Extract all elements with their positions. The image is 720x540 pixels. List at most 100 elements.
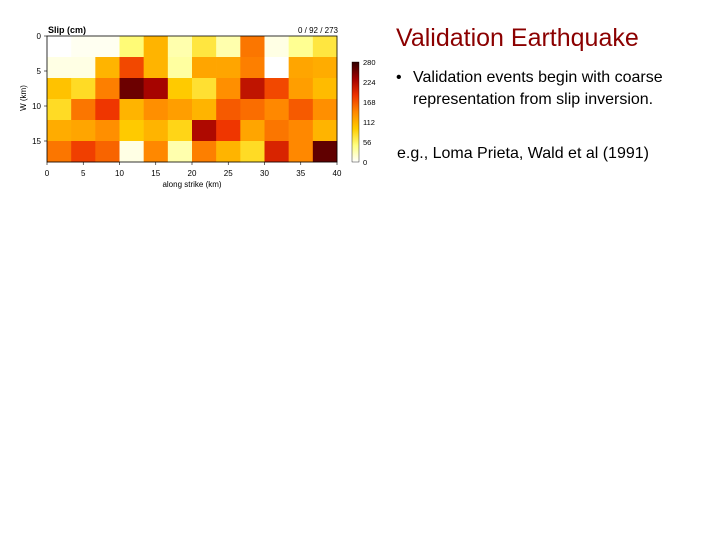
heatmap-cell (71, 141, 96, 163)
y-tick-label: 10 (32, 102, 41, 111)
heatmap-cell (95, 141, 120, 163)
heatmap-cell (119, 120, 144, 142)
heatmap-cell (71, 57, 96, 79)
heatmap-cell (240, 120, 265, 142)
bullet-marker: • (396, 69, 402, 86)
heatmap-cell (216, 141, 241, 163)
heatmap-cell (71, 99, 96, 121)
heatmap-cell (119, 99, 144, 121)
colorbar-tick-label: 224 (363, 78, 376, 87)
bullet-item: • Validation events begin with coarse re… (396, 67, 696, 111)
heatmap-cell (192, 57, 217, 79)
heatmap-cell (288, 78, 314, 100)
heatmap-cell (264, 36, 289, 58)
heatmap-cell (143, 57, 169, 79)
heatmap-cell (240, 78, 265, 100)
heatmap-cell (192, 99, 217, 121)
heatmap-cell (192, 36, 217, 58)
heatmap-cell (47, 57, 72, 79)
heatmap-cell (312, 36, 338, 58)
colorbar-tick-label: 0 (363, 158, 367, 167)
heatmap-cell (167, 141, 193, 163)
x-tick-label: 5 (81, 169, 86, 178)
heatmap-cell (264, 120, 289, 142)
heatmap-cell (95, 99, 120, 121)
heatmap-cell (312, 141, 338, 163)
heatmap-cell (288, 36, 314, 58)
y-axis-label: W (km) (19, 85, 28, 111)
heatmap-cell (47, 78, 72, 100)
heatmap-cell (95, 57, 120, 79)
heatmap-cell (71, 78, 96, 100)
heatmap-cell (143, 36, 169, 58)
x-tick-label: 15 (151, 169, 160, 178)
heatmap-cell (216, 36, 241, 58)
heatmap-cell (143, 99, 169, 121)
heatmap-cell (47, 141, 72, 163)
colorbar (351, 61, 360, 163)
y-tick-label: 5 (37, 67, 42, 76)
heatmap-cell (312, 99, 338, 121)
x-tick-label: 35 (296, 169, 305, 178)
slip-heatmap-chart: Slip (cm) 0 / 92 / 273 0 5 10 15 20 25 30 35 40 … (19, 25, 376, 189)
chart-range-label: 0 / 92 / 273 (298, 26, 339, 35)
heatmap-cell (167, 120, 193, 142)
chart-title: Slip (cm) (48, 25, 86, 35)
heatmap-cell (312, 57, 338, 79)
heatmap-cell (47, 99, 72, 121)
heatmap-cell (143, 141, 169, 163)
heatmap-cell (288, 120, 314, 142)
heatmap-cell (288, 141, 314, 163)
heatmap-cell (119, 36, 144, 58)
x-tick-label: 10 (115, 169, 124, 178)
heatmap-cell (119, 78, 144, 100)
slide-title: Validation Earthquake (396, 24, 639, 52)
heatmap-cell (192, 78, 217, 100)
heatmap-cell (240, 57, 265, 79)
y-tick-label: 0 (37, 32, 42, 41)
heatmap-cell (95, 36, 120, 58)
heatmap-cell (216, 57, 241, 79)
heatmap-cell (71, 36, 96, 58)
heatmap-cell (264, 78, 289, 100)
heatmap-cell (71, 120, 96, 142)
y-axis: 0 5 10 15 (32, 32, 47, 146)
heatmap-cells (47, 36, 338, 163)
heatmap-cell (47, 36, 72, 58)
x-tick-label: 20 (188, 169, 197, 178)
heatmap-cell (192, 141, 217, 163)
heatmap-cell (95, 78, 120, 100)
x-axis-label: along strike (km) (162, 180, 221, 189)
reference-text: e.g., Loma Prieta, Wald et al (1991) (397, 145, 649, 162)
colorbar-tick-label: 280 (363, 58, 376, 67)
heatmap-cell (240, 141, 265, 163)
heatmap-cell (240, 36, 265, 58)
heatmap-cell (216, 99, 241, 121)
heatmap-cell (167, 99, 193, 121)
heatmap-cell (167, 57, 193, 79)
heatmap-cell (143, 78, 169, 100)
heatmap-cell (143, 120, 169, 142)
heatmap-cell (312, 120, 338, 142)
x-tick-label: 30 (260, 169, 269, 178)
heatmap-cell (240, 99, 265, 121)
x-tick-label: 0 (45, 169, 50, 178)
colorbar-tick-label: 56 (363, 138, 371, 147)
heatmap-cell (192, 120, 217, 142)
y-tick-label: 15 (32, 137, 41, 146)
heatmap-cell (167, 78, 193, 100)
colorbar-tick-label: 112 (363, 118, 375, 127)
x-tick-label: 25 (224, 169, 233, 178)
heatmap-cell (312, 78, 338, 100)
heatmap-cell (119, 141, 144, 163)
heatmap-cell (119, 57, 144, 79)
heatmap-cell (264, 99, 289, 121)
x-axis: 0 5 10 15 20 25 30 35 40 (45, 162, 342, 178)
heatmap-cell (47, 120, 72, 142)
heatmap-cell (288, 57, 314, 79)
heatmap-cell (167, 36, 193, 58)
heatmap-cell (288, 99, 314, 121)
colorbar-tick-label: 168 (363, 98, 376, 107)
heatmap-cell (216, 120, 241, 142)
bullet-text: Validation events begin with coarse repr… (413, 69, 663, 108)
